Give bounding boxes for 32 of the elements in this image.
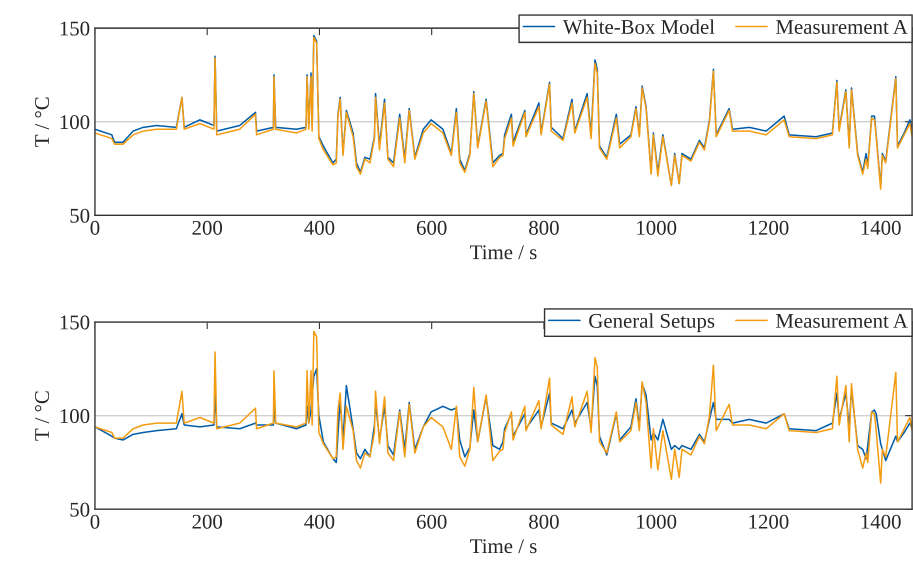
legend-label: White-Box Model (562, 19, 715, 34)
legend-label: Measurement A (776, 314, 908, 328)
x-tick-label: 0 (90, 514, 100, 529)
x-tick-label: 600 (416, 514, 447, 529)
x-tick-label: 1200 (749, 514, 788, 529)
y-tick-label: 100 (60, 409, 90, 424)
x-tick-label: 1000 (637, 220, 676, 235)
y-tick-label: 150 (60, 315, 90, 330)
legend-label: General Setups (589, 313, 714, 332)
y-axis-title: T / °C (34, 97, 50, 147)
y-tick-label: 100 (60, 115, 90, 130)
x-tick-label: 400 (304, 220, 334, 235)
x-tick-label: 1000 (637, 514, 676, 529)
x-tick-label: 0 (90, 220, 100, 235)
x-axis-title: Time / s (470, 539, 537, 554)
x-tick-label: 200 (192, 514, 222, 529)
x-axis-title: Time / s (470, 245, 537, 260)
y-tick-label: 50 (70, 502, 90, 517)
x-tick-label: 1400 (862, 514, 901, 529)
x-tick-label: 400 (304, 514, 334, 529)
x-tick-label: 800 (529, 514, 559, 529)
x-tick-label: 600 (416, 220, 447, 235)
y-tick-label: 50 (70, 208, 90, 223)
line-series (94, 368, 912, 464)
line-series (94, 330, 912, 484)
x-tick-label: 800 (529, 220, 559, 235)
legend-label: Measurement A (776, 20, 908, 34)
x-tick-label: 200 (192, 220, 222, 235)
y-tick-label: 150 (60, 22, 90, 36)
x-tick-label: 1400 (862, 220, 901, 235)
y-axis-title: T / °C (34, 391, 50, 441)
x-tick-label: 1200 (749, 220, 788, 235)
